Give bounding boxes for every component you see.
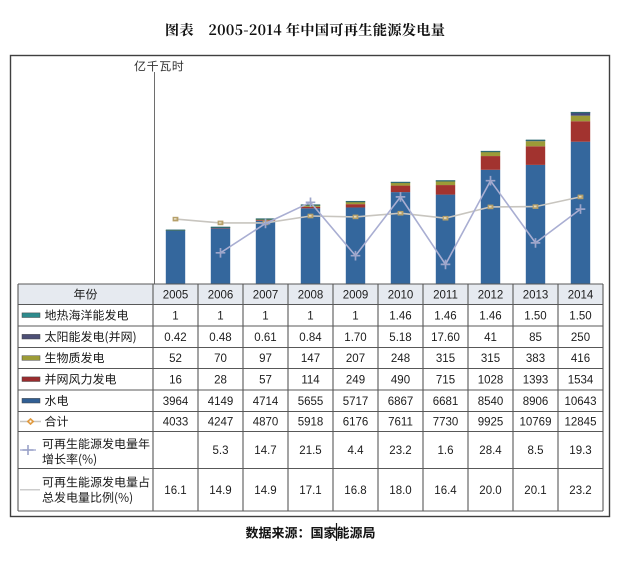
svg-text:21.5: 21.5 bbox=[299, 445, 321, 457]
svg-text:2008: 2008 bbox=[298, 289, 324, 301]
svg-text:14.7: 14.7 bbox=[254, 445, 276, 457]
svg-text:4714: 4714 bbox=[253, 396, 279, 408]
svg-text:490: 490 bbox=[391, 374, 410, 386]
svg-text:7611: 7611 bbox=[388, 417, 413, 429]
svg-text:16.1: 16.1 bbox=[164, 485, 186, 497]
svg-text:1: 1 bbox=[352, 310, 358, 322]
svg-text:8906: 8906 bbox=[523, 396, 549, 408]
svg-text:70: 70 bbox=[214, 353, 227, 365]
svg-text:5.18: 5.18 bbox=[389, 332, 411, 344]
svg-text:1.46: 1.46 bbox=[389, 310, 411, 322]
svg-text:6867: 6867 bbox=[388, 396, 414, 408]
svg-text:10769: 10769 bbox=[520, 417, 552, 429]
svg-text:18.0: 18.0 bbox=[389, 485, 411, 497]
svg-text:6176: 6176 bbox=[343, 417, 369, 429]
svg-text:5717: 5717 bbox=[343, 396, 369, 408]
svg-text:17.60: 17.60 bbox=[431, 332, 460, 344]
svg-text:20.1: 20.1 bbox=[524, 485, 546, 497]
svg-text:2013: 2013 bbox=[523, 289, 549, 301]
svg-text:250: 250 bbox=[571, 332, 590, 344]
svg-text:28: 28 bbox=[214, 374, 227, 386]
svg-text:1028: 1028 bbox=[478, 374, 504, 386]
svg-text:248: 248 bbox=[391, 353, 410, 365]
svg-text:4870: 4870 bbox=[253, 417, 279, 429]
svg-text:97: 97 bbox=[259, 353, 272, 365]
svg-text:8.5: 8.5 bbox=[528, 445, 544, 457]
svg-text:207: 207 bbox=[346, 353, 365, 365]
svg-text:1.50: 1.50 bbox=[569, 310, 591, 322]
svg-text:23.2: 23.2 bbox=[569, 485, 591, 497]
svg-text:1.46: 1.46 bbox=[479, 310, 501, 322]
svg-text:2010: 2010 bbox=[388, 289, 414, 301]
svg-text:5918: 5918 bbox=[298, 417, 324, 429]
svg-text:0.61: 0.61 bbox=[254, 332, 276, 344]
svg-text:4.4: 4.4 bbox=[348, 445, 365, 457]
svg-text:0.84: 0.84 bbox=[299, 332, 322, 344]
svg-text:1534: 1534 bbox=[568, 374, 594, 386]
svg-text:1.46: 1.46 bbox=[434, 310, 456, 322]
svg-text:0.42: 0.42 bbox=[164, 332, 186, 344]
svg-text:114: 114 bbox=[301, 374, 320, 386]
svg-text:20.0: 20.0 bbox=[479, 485, 501, 497]
svg-text:2012: 2012 bbox=[478, 289, 504, 301]
svg-text:1.70: 1.70 bbox=[344, 332, 366, 344]
svg-text:41: 41 bbox=[484, 332, 497, 344]
svg-text:315: 315 bbox=[436, 353, 455, 365]
svg-text:715: 715 bbox=[436, 374, 455, 386]
svg-text:5655: 5655 bbox=[298, 396, 324, 408]
svg-text:14.9: 14.9 bbox=[209, 485, 231, 497]
svg-text:16.8: 16.8 bbox=[344, 485, 366, 497]
svg-text:416: 416 bbox=[571, 353, 590, 365]
svg-text:52: 52 bbox=[169, 353, 182, 365]
svg-text:17.1: 17.1 bbox=[299, 485, 321, 497]
svg-text:249: 249 bbox=[346, 374, 365, 386]
svg-text:1: 1 bbox=[217, 310, 223, 322]
svg-text:1: 1 bbox=[262, 310, 268, 322]
svg-text:8540: 8540 bbox=[478, 396, 504, 408]
svg-text:1.50: 1.50 bbox=[524, 310, 546, 322]
svg-text:147: 147 bbox=[301, 353, 320, 365]
svg-text:28.4: 28.4 bbox=[479, 445, 502, 457]
svg-text:0.48: 0.48 bbox=[209, 332, 231, 344]
svg-text:2011: 2011 bbox=[433, 289, 458, 301]
svg-text:14.9: 14.9 bbox=[254, 485, 276, 497]
svg-text:85: 85 bbox=[529, 332, 542, 344]
svg-text:3964: 3964 bbox=[163, 396, 189, 408]
svg-text:2007: 2007 bbox=[253, 289, 279, 301]
svg-text:4033: 4033 bbox=[163, 417, 189, 429]
svg-text:16.4: 16.4 bbox=[434, 485, 457, 497]
svg-text:2014: 2014 bbox=[568, 289, 594, 301]
svg-text:4247: 4247 bbox=[208, 417, 234, 429]
svg-text:10643: 10643 bbox=[565, 396, 597, 408]
svg-text:2006: 2006 bbox=[208, 289, 234, 301]
svg-text:5.3: 5.3 bbox=[213, 445, 229, 457]
svg-text:2005: 2005 bbox=[163, 289, 189, 301]
svg-text:9925: 9925 bbox=[478, 417, 504, 429]
svg-text:1: 1 bbox=[307, 310, 313, 322]
svg-text:315: 315 bbox=[481, 353, 500, 365]
svg-text:383: 383 bbox=[526, 353, 545, 365]
svg-text:4149: 4149 bbox=[208, 396, 234, 408]
svg-text:12845: 12845 bbox=[565, 417, 597, 429]
svg-text:23.2: 23.2 bbox=[389, 445, 411, 457]
svg-text:1: 1 bbox=[172, 310, 178, 322]
svg-text:1393: 1393 bbox=[523, 374, 549, 386]
svg-text:7730: 7730 bbox=[433, 417, 459, 429]
svg-text:2009: 2009 bbox=[343, 289, 369, 301]
svg-text:16: 16 bbox=[169, 374, 182, 386]
svg-text:19.3: 19.3 bbox=[569, 445, 591, 457]
svg-text:6681: 6681 bbox=[433, 396, 459, 408]
svg-text:1.6: 1.6 bbox=[438, 445, 454, 457]
svg-text:57: 57 bbox=[259, 374, 272, 386]
